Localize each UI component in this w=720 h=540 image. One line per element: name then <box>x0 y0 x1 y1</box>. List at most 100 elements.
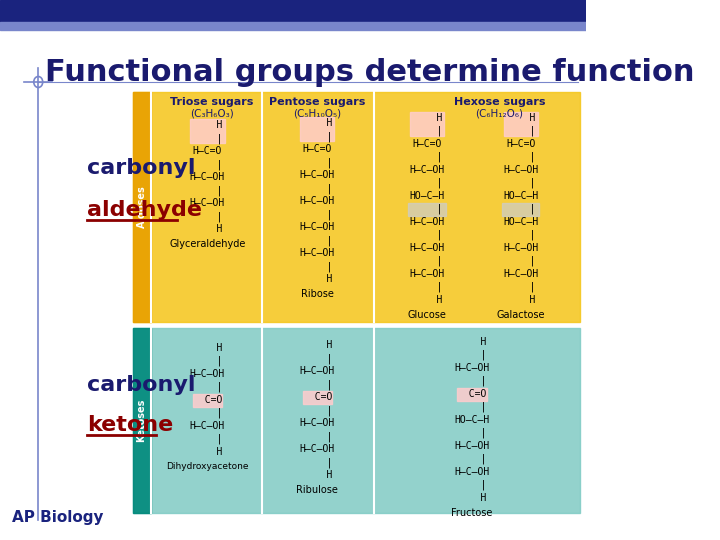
Bar <box>410 112 444 136</box>
Text: H—C—OH: H—C—OH <box>300 196 335 206</box>
Bar <box>502 203 539 216</box>
Text: Dihydroxyacetone: Dihydroxyacetone <box>166 462 248 471</box>
Text: H—C—OH: H—C—OH <box>410 165 445 175</box>
Bar <box>132 92 580 322</box>
Text: |: | <box>302 431 332 442</box>
Text: H—C—OH: H—C—OH <box>190 198 225 208</box>
Text: |: | <box>457 428 487 438</box>
Text: |: | <box>302 235 332 246</box>
Text: H: H <box>457 337 487 347</box>
Text: H: H <box>506 113 536 123</box>
Text: Ketoses: Ketoses <box>137 399 147 442</box>
Text: H—C—OH: H—C—OH <box>503 165 539 175</box>
Text: |: | <box>193 382 222 393</box>
Text: H—C—OH: H—C—OH <box>454 441 490 451</box>
Bar <box>302 391 332 404</box>
Text: |: | <box>413 230 442 240</box>
Text: C=O: C=O <box>193 395 222 405</box>
Text: |: | <box>193 356 222 367</box>
Bar <box>408 203 446 216</box>
Text: H—C—OH: H—C—OH <box>300 444 335 454</box>
Text: H: H <box>302 470 332 480</box>
Text: aldehyde: aldehyde <box>87 200 202 220</box>
Text: |: | <box>302 183 332 193</box>
Text: |: | <box>302 261 332 272</box>
Text: H: H <box>302 340 332 350</box>
Text: |: | <box>413 282 442 293</box>
Text: Pentose sugars: Pentose sugars <box>269 97 366 107</box>
Text: H: H <box>193 120 222 130</box>
Text: HO—C—H: HO—C—H <box>410 191 445 201</box>
Text: H—C—OH: H—C—OH <box>190 172 225 182</box>
Text: |: | <box>413 204 442 214</box>
Text: H: H <box>457 493 487 503</box>
Text: H: H <box>413 113 442 123</box>
Text: H: H <box>193 224 222 234</box>
Text: H—C—OH: H—C—OH <box>300 248 335 258</box>
Text: HO—C—H: HO—C—H <box>454 415 490 425</box>
Text: H—C—OH: H—C—OH <box>300 366 335 376</box>
Text: |: | <box>193 408 222 418</box>
Bar <box>0 0 586 22</box>
Text: |: | <box>302 405 332 415</box>
Text: |: | <box>457 402 487 413</box>
Text: H—C—OH: H—C—OH <box>503 269 539 279</box>
Text: |: | <box>413 126 442 137</box>
Text: H—C—OH: H—C—OH <box>190 421 225 431</box>
Bar <box>132 328 150 513</box>
Text: H—C—OH: H—C—OH <box>300 222 335 232</box>
Text: Functional groups determine function: Functional groups determine function <box>45 58 694 87</box>
Bar <box>190 119 225 143</box>
Text: Galactose: Galactose <box>497 310 545 320</box>
Text: H: H <box>302 118 332 128</box>
Text: |: | <box>193 434 222 444</box>
Text: Ribose: Ribose <box>301 289 334 299</box>
Text: |: | <box>506 178 536 188</box>
Bar <box>193 394 222 407</box>
Bar <box>504 112 538 136</box>
Text: Glyceraldehyde: Glyceraldehyde <box>169 239 246 249</box>
Text: |: | <box>193 133 222 144</box>
Bar <box>300 117 334 141</box>
Text: |: | <box>457 480 487 490</box>
Text: |: | <box>193 185 222 195</box>
Text: |: | <box>457 376 487 387</box>
Text: |: | <box>506 256 536 267</box>
Text: H: H <box>193 343 222 353</box>
Text: C=O: C=O <box>302 392 332 402</box>
Text: |: | <box>193 211 222 221</box>
Text: Hexose sugars: Hexose sugars <box>454 97 545 107</box>
Text: |: | <box>506 204 536 214</box>
Text: H—C=O: H—C=O <box>413 139 442 149</box>
Text: H—C—OH: H—C—OH <box>503 243 539 253</box>
Text: H—C—OH: H—C—OH <box>300 418 335 428</box>
Text: HO—C—H: HO—C—H <box>503 191 539 201</box>
Text: H: H <box>506 295 536 305</box>
Text: (C₆H₁₂O₆): (C₆H₁₂O₆) <box>476 108 523 118</box>
Text: H—C—OH: H—C—OH <box>410 243 445 253</box>
Bar <box>132 92 150 322</box>
Text: H: H <box>302 274 332 284</box>
Text: Ribulose: Ribulose <box>297 485 338 495</box>
Text: ketone: ketone <box>87 415 174 435</box>
Text: |: | <box>193 159 222 170</box>
Text: H—C—OH: H—C—OH <box>410 217 445 227</box>
Text: Glucose: Glucose <box>408 310 446 320</box>
Text: |: | <box>302 209 332 219</box>
Text: |: | <box>506 126 536 137</box>
Text: |: | <box>302 457 332 468</box>
Text: |: | <box>413 152 442 163</box>
Text: Aldoses: Aldoses <box>137 186 147 228</box>
Bar <box>0 22 586 30</box>
Text: H—C=O: H—C=O <box>506 139 536 149</box>
Text: C=O: C=O <box>457 389 487 399</box>
Text: H: H <box>413 295 442 305</box>
Text: |: | <box>302 379 332 389</box>
Text: H—C=O: H—C=O <box>302 144 332 154</box>
Bar <box>132 328 580 513</box>
Text: H—C—OH: H—C—OH <box>454 363 490 373</box>
Bar <box>457 388 487 401</box>
Text: HO—C—H: HO—C—H <box>503 217 539 227</box>
Text: H—C—OH: H—C—OH <box>410 269 445 279</box>
Text: |: | <box>457 454 487 464</box>
